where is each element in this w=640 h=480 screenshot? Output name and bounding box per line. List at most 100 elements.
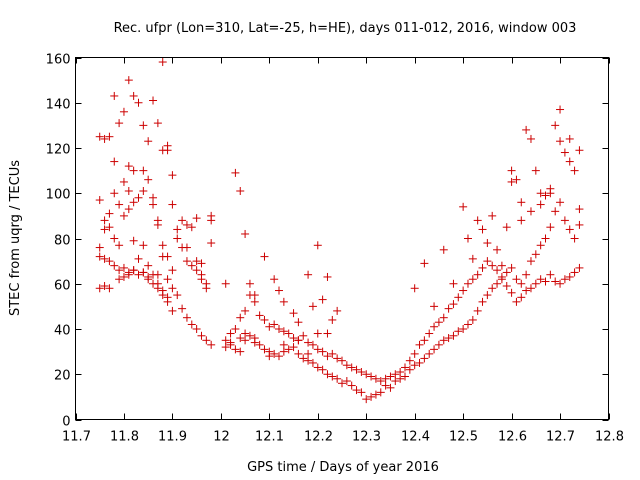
data-point: [381, 374, 390, 383]
data-point: [284, 345, 293, 354]
data-point: [386, 372, 395, 381]
data-point: [449, 300, 458, 309]
data-point: [100, 134, 109, 143]
data-point: [144, 272, 153, 281]
data-point: [149, 96, 158, 105]
x-tick-label: 12.6: [498, 430, 527, 445]
data-point: [168, 266, 177, 275]
data-point: [560, 148, 569, 157]
data-point: [289, 334, 298, 343]
data-point: [275, 325, 284, 333]
data-point: [556, 279, 565, 288]
data-point: [260, 315, 269, 324]
data-point: [400, 372, 409, 381]
data-point: [168, 171, 177, 180]
data-point: [507, 177, 516, 186]
x-axis-label: GPS time / Days of year 2016: [247, 460, 439, 475]
y-tick-label: 60: [54, 279, 71, 294]
data-point: [231, 168, 240, 177]
data-point: [488, 284, 497, 293]
data-point: [270, 275, 279, 284]
data-point: [449, 331, 458, 340]
data-point: [119, 272, 128, 281]
data-point: [95, 243, 104, 252]
data-point: [241, 329, 250, 338]
data-point: [226, 329, 235, 338]
data-point: [279, 297, 288, 306]
data-point: [565, 134, 574, 143]
data-point: [289, 343, 298, 352]
data-point: [517, 293, 526, 302]
data-point: [386, 383, 395, 392]
data-point: [430, 345, 439, 354]
data-point: [144, 137, 153, 146]
data-point: [105, 223, 114, 232]
y-tick-label: 160: [46, 53, 71, 68]
data-point: [410, 349, 419, 358]
data-point: [362, 370, 371, 379]
data-point: [333, 354, 342, 363]
data-point: [396, 374, 405, 383]
data-point: [105, 257, 114, 266]
data-point: [294, 349, 303, 358]
data-point: [468, 315, 477, 324]
x-tick-label: 11.8: [110, 430, 139, 445]
data-point: [570, 234, 579, 243]
data-point: [100, 282, 109, 291]
data-point: [158, 58, 167, 67]
y-tick-label: 140: [46, 98, 71, 113]
data-point: [158, 241, 167, 250]
data-point: [357, 367, 366, 376]
data-point: [536, 241, 545, 250]
data-point: [556, 198, 565, 207]
data-point: [415, 358, 424, 367]
data-point: [551, 207, 560, 216]
data-point: [153, 279, 162, 288]
data-point: [347, 363, 356, 372]
data-point: [129, 91, 138, 100]
data-point: [187, 223, 196, 232]
data-point: [454, 327, 463, 336]
data-point: [318, 347, 327, 356]
data-point: [546, 223, 555, 232]
data-point: [371, 390, 380, 399]
data-point: [139, 186, 148, 195]
data-point: [483, 239, 492, 248]
data-point: [308, 302, 317, 311]
data-point: [197, 259, 206, 268]
data-point: [570, 268, 579, 277]
data-point: [95, 132, 104, 141]
data-point: [129, 266, 138, 275]
data-point: [158, 286, 167, 295]
data-point: [488, 261, 497, 270]
x-tick-label: 12.3: [352, 430, 381, 445]
x-tick-label: 12: [213, 430, 230, 445]
data-point: [323, 272, 332, 281]
data-point: [270, 320, 279, 329]
data-point: [560, 275, 569, 284]
data-point: [323, 352, 332, 361]
data-point: [124, 205, 133, 214]
data-point: [556, 137, 565, 146]
x-tick-label: 12.4: [401, 430, 430, 445]
data-point: [502, 223, 511, 232]
data-point: [536, 200, 545, 209]
data-point: [522, 270, 531, 279]
data-point: [255, 311, 264, 320]
data-point: [430, 322, 439, 331]
data-point: [308, 340, 317, 349]
data-point: [517, 279, 526, 288]
data-point: [134, 270, 143, 279]
data-point: [459, 286, 468, 295]
data-point: [260, 345, 269, 354]
data-point: [531, 279, 540, 288]
data-point: [105, 132, 114, 141]
data-point: [168, 200, 177, 209]
data-point: [279, 347, 288, 356]
data-point: [153, 220, 162, 229]
data-point: [95, 284, 104, 293]
y-tick-label: 120: [46, 143, 71, 158]
data-point: [241, 229, 250, 238]
data-point: [95, 196, 104, 205]
data-point: [255, 340, 264, 349]
